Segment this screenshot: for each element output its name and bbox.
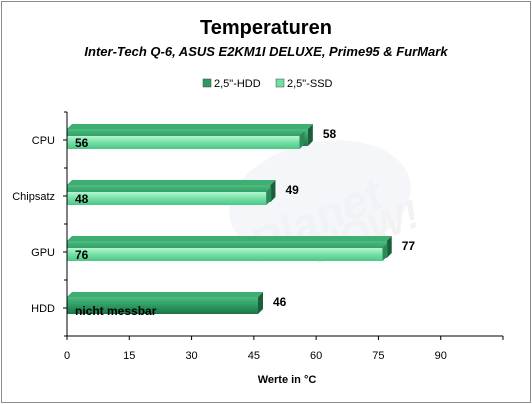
data-label-ssd-gpu: 76 xyxy=(75,248,89,262)
y-tick-label-cpu: CPU xyxy=(32,135,55,147)
y-tick-label-hdd: HDD xyxy=(31,303,55,315)
legend-swatch-hdd xyxy=(202,78,212,88)
y-tick-label-chipsatz: Chipsatz xyxy=(12,191,55,203)
chart-subtitle: Inter-Tech Q-6, ASUS E2KM1I DELUXE, Prim… xyxy=(84,44,448,59)
x-tick-label-75: 75 xyxy=(372,350,384,362)
x-tick-label-45: 45 xyxy=(248,350,260,362)
data-label-ssd-hdd: nicht messbar xyxy=(75,304,157,318)
legend-label-hdd: 2,5"-HDD xyxy=(214,78,261,90)
bar-ssd-gpu xyxy=(67,243,388,261)
x-axis-label: Werte in °C xyxy=(258,374,317,386)
x-tick-label-60: 60 xyxy=(310,350,322,362)
bar-ssd-chipsatz xyxy=(67,187,272,205)
y-tick-label-gpu: GPU xyxy=(31,247,55,259)
data-label-hdd-cpu: 58 xyxy=(323,127,337,141)
x-tick-label-0: 0 xyxy=(64,350,70,362)
legend-label-ssd: 2,5"-SSD xyxy=(287,78,333,90)
x-tick-label-30: 30 xyxy=(185,350,197,362)
data-label-ssd-cpu: 56 xyxy=(75,136,89,150)
data-label-ssd-chipsatz: 48 xyxy=(75,192,89,206)
chart-title: Temperaturen xyxy=(200,17,332,39)
bar-hdd-hdd xyxy=(67,292,264,314)
plot-area: 56 58 48 49 76 77 nicht messbar 46 xyxy=(67,124,415,318)
data-label-hdd-hdd: 46 xyxy=(273,295,287,309)
bar-ssd-cpu xyxy=(67,131,305,149)
legend: 2,5"-HDD 2,5"-SSD xyxy=(202,78,333,90)
legend-swatch-ssd xyxy=(275,78,285,88)
data-label-hdd-chipsatz: 49 xyxy=(285,183,299,197)
axes: CPU Chipsatz GPU HDD 0 15 30 45 60 75 90 xyxy=(12,111,504,362)
data-label-hdd-gpu: 77 xyxy=(402,239,416,253)
x-tick-label-90: 90 xyxy=(435,350,447,362)
x-tick-label-15: 15 xyxy=(123,350,135,362)
